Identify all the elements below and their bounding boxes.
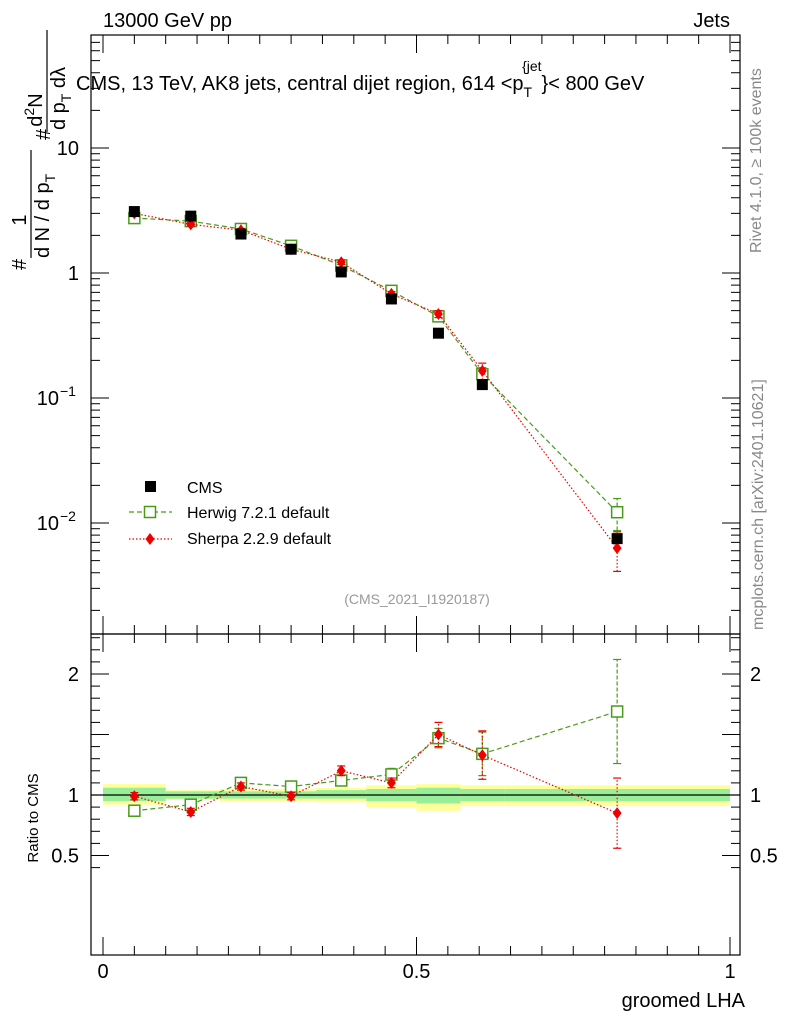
ratio-sherpa-point <box>433 728 443 741</box>
ratio-uncertainty-bands <box>103 784 730 811</box>
ratio-sherpa-point <box>336 764 346 777</box>
main-cms-point <box>285 243 297 255</box>
ratio-y-tick-label: 1 <box>68 785 79 807</box>
y-label-hash-2: # <box>33 128 55 140</box>
plot-title-sub: T <box>524 84 533 100</box>
main-sherpa-point <box>477 364 487 377</box>
ratio-series <box>128 658 624 849</box>
ratio-band-inner <box>416 787 461 804</box>
y-label-d2n-den: d pT dλ <box>48 67 74 130</box>
plot-title-sup: {jet <box>522 58 542 74</box>
ratio-y-tick-label-right: 1 <box>750 785 761 807</box>
main-y-tick-label: 10 <box>37 388 59 410</box>
ratio-x-ticks: 0 0.5 1 <box>97 634 736 983</box>
main-sherpa-line <box>134 212 618 549</box>
ratio-y-ticks: 0.5 0.5 1 1 2 2 <box>51 637 778 869</box>
main-cms-point <box>128 206 140 218</box>
y-label-d2n: d2N <box>21 93 47 126</box>
main-y-tick-label: 10 <box>57 138 79 160</box>
legend-label-cms: CMS <box>187 480 223 497</box>
legend: CMS Herwig 7.2.1 default Sherpa 2.2.9 de… <box>129 480 332 548</box>
y-label-frac-den: d N / d pT <box>32 173 58 258</box>
main-sherpa-point <box>336 256 346 269</box>
ratio-sherpa-point <box>386 776 396 789</box>
main-y-tick-label: 10 <box>37 513 59 535</box>
main-cms-point <box>432 327 444 339</box>
plot-title-post: }< 800 GeV <box>542 73 646 95</box>
ratio-panel: 0.5 0.51 12 2 0 0.5 1 Ratio to CMS groomed LH… <box>25 633 778 1012</box>
ratio-y-axis-label: Ratio to CMS <box>25 773 42 862</box>
main-cms-point <box>476 379 488 391</box>
ratio-sherpa-point <box>477 749 487 762</box>
main-cms-point <box>385 293 397 305</box>
y-label-hash-1: # <box>9 258 31 270</box>
arxiv-label: mcplots.cern.ch [arXiv:2401.10621] <box>750 379 767 630</box>
ratio-y-tick-label-right: 0.5 <box>750 846 778 868</box>
rivet-version-label: Rivet 4.1.0, ≥ 100k events <box>748 68 765 253</box>
y-label-frac-num: 1 <box>9 214 31 225</box>
plot-title: CMS, 13 TeV, AK8 jets, central dijet reg… <box>76 58 645 100</box>
main-cms-point <box>185 210 197 222</box>
ratio-x-tick-label: 1 <box>724 961 735 983</box>
x-axis-label: groomed LHA <box>622 990 746 1012</box>
main-sherpa-point <box>612 542 622 555</box>
analysis-watermark: (CMS_2021_I1920187) <box>344 591 490 607</box>
ratio-sherpa-point <box>612 807 622 820</box>
legend-marker-herwig <box>143 505 157 519</box>
plot-title-pre: CMS, 13 TeV, AK8 jets, central dijet reg… <box>76 73 524 95</box>
main-y-axis-label: # 1 d N / d pT # d2N d pT dλ <box>9 30 74 270</box>
ratio-y-tick-label-right: 2 <box>750 664 761 686</box>
main-cms-point <box>611 533 623 545</box>
main-x-ticks <box>102 35 731 634</box>
ratio-sherpa-line <box>134 733 618 814</box>
ratio-sherpa-point <box>129 790 139 803</box>
collision-label: 13000 GeV pp <box>103 10 232 32</box>
main-y-tick-label: 1 <box>68 263 79 285</box>
main-herwig-line <box>134 217 618 513</box>
legend-label-sherpa: Sherpa 2.2.9 default <box>187 531 332 548</box>
main-cms-point <box>235 228 247 240</box>
main-y-tick-exponent: −2 <box>60 508 76 524</box>
legend-marker-sherpa <box>145 533 155 545</box>
ratio-y-tick-label: 2 <box>68 664 79 686</box>
ratio-sherpa-point <box>186 805 196 818</box>
ratio-x-tick-label: 0.5 <box>403 961 431 983</box>
main-sherpa-point <box>433 307 443 320</box>
ratio-herwig-point <box>128 804 141 817</box>
ratio-x-tick-label: 0 <box>97 961 108 983</box>
ratio-sherpa-point <box>236 780 246 793</box>
legend-marker-cms <box>145 481 156 492</box>
ratio-sherpa-point <box>286 790 296 803</box>
main-herwig-point <box>610 505 624 519</box>
main-series <box>128 206 624 573</box>
legend-label-herwig: Herwig 7.2.1 default <box>187 505 330 522</box>
main-y-tick-exponent: −1 <box>60 383 76 399</box>
main-cms-point <box>335 266 347 278</box>
ratio-band-inner <box>316 790 367 799</box>
ratio-herwig-point <box>610 705 624 718</box>
category-label: Jets <box>693 10 730 32</box>
ratio-y-tick-label: 0.5 <box>51 846 79 868</box>
